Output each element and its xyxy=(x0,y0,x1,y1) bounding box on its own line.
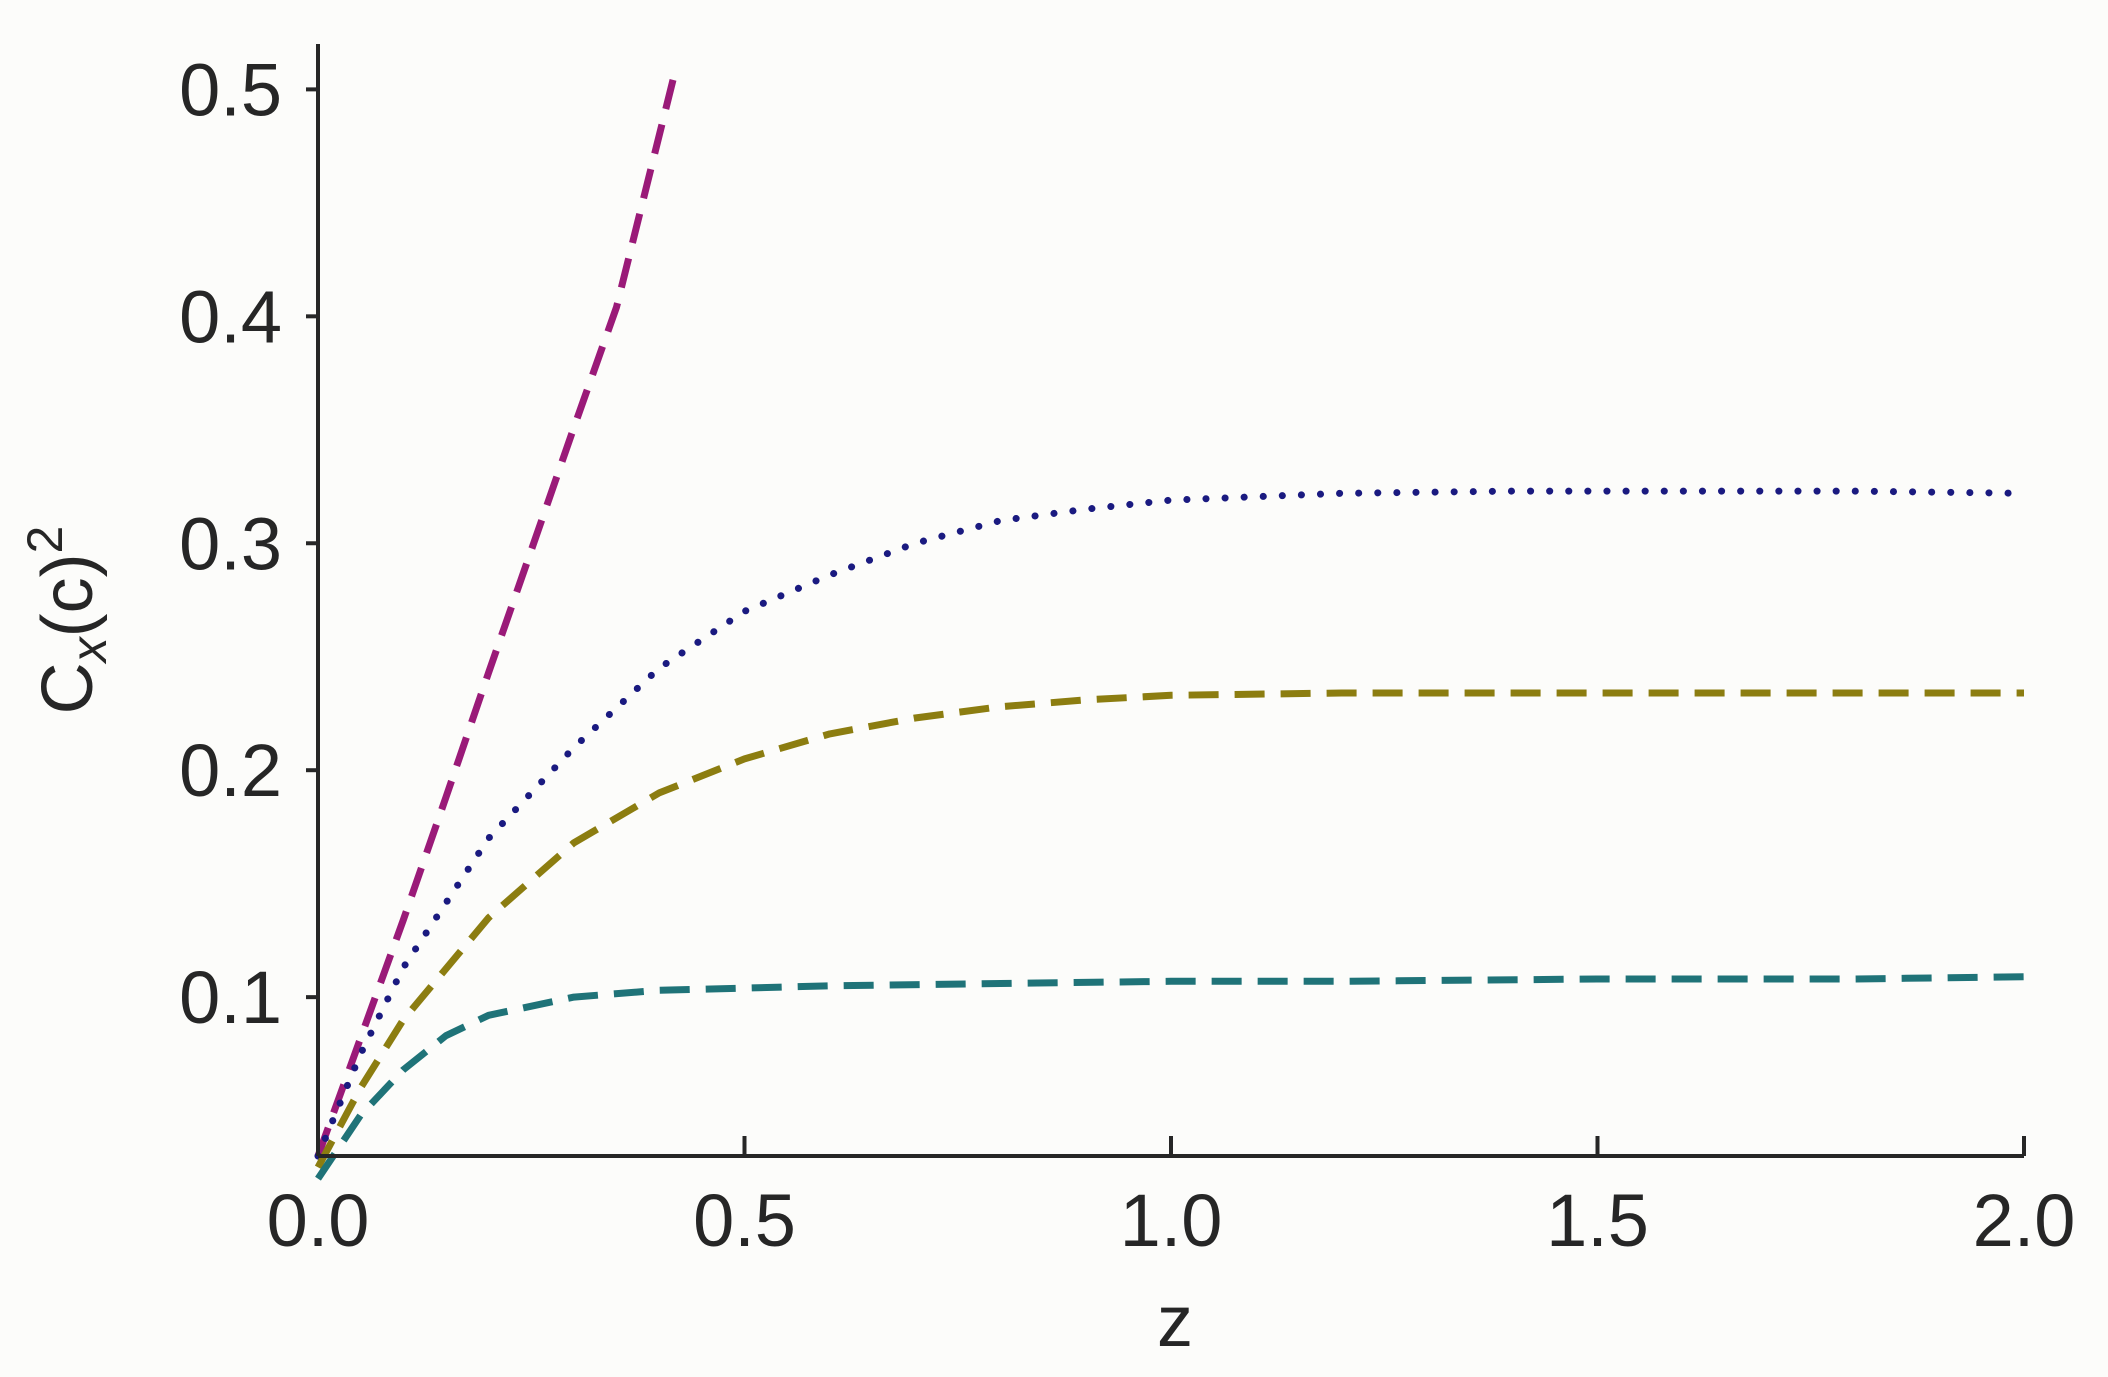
x-tick-label: 2.0 xyxy=(1973,1179,2076,1262)
x-axis-label: z xyxy=(1157,1282,1193,1362)
series-layer xyxy=(314,65,2028,1181)
x-tick-label: 1.0 xyxy=(1120,1179,1223,1262)
y-axis-label-sub: x xyxy=(61,635,117,664)
y-tick-label: 0.3 xyxy=(179,502,282,585)
x-tick-label: 0.5 xyxy=(693,1179,796,1262)
series-line-1 xyxy=(314,65,680,1158)
y-axis-label-base: C xyxy=(28,662,108,714)
y-ticks: 0.1 0.2 0.3 0.4 0.5 xyxy=(179,48,318,1039)
y-axis-label-paren: (c) xyxy=(28,553,108,637)
y-tick-label: 0.4 xyxy=(179,275,282,358)
y-tick-label: 0.1 xyxy=(179,956,282,1039)
series-line-4 xyxy=(315,973,2025,1181)
y-tick-label: 0.2 xyxy=(179,729,282,812)
y-axis-label-sup: 2 xyxy=(17,526,73,554)
x-tick-label: 0.0 xyxy=(267,1179,370,1262)
y-axis-label: Cx(c)2 xyxy=(17,526,117,715)
series-line-2 xyxy=(314,487,2028,1160)
y-tick-label: 0.5 xyxy=(179,48,282,131)
series-line-3 xyxy=(314,689,2024,1169)
x-ticks: 0.0 0.5 1.0 1.5 2.0 xyxy=(267,1136,2076,1262)
x-tick-label: 1.5 xyxy=(1546,1179,1649,1262)
